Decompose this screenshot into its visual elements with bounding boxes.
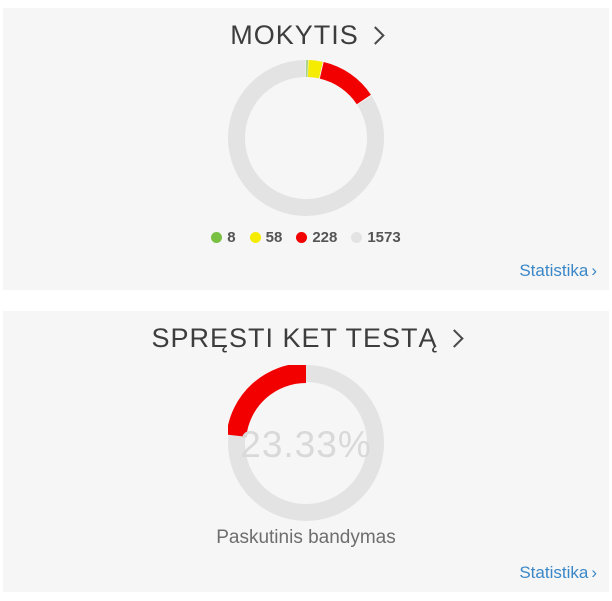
mokytis-title-link[interactable]: MOKYTIS: [3, 20, 609, 50]
legend-item: 58: [249, 229, 283, 246]
legend-value: 1573: [367, 229, 401, 246]
legend-dot-icon: [211, 232, 223, 243]
legend-item: 8: [211, 229, 236, 246]
legend-value: 58: [265, 229, 283, 246]
ket-caption: Paskutinis bandymas: [216, 527, 396, 548]
ket-statistika-link[interactable]: Statistika ›: [519, 563, 597, 583]
mokytis-title-label: MOKYTIS: [230, 20, 359, 50]
ket-percentage-value: 23.33%: [240, 424, 372, 465]
legend-value: 8: [227, 229, 236, 246]
legend-dot-icon: [351, 232, 363, 243]
statistika-label: Statistika: [519, 261, 589, 280]
legend: 8 58 228 1573: [3, 229, 609, 246]
legend-dot-icon: [249, 232, 261, 243]
card-mokytis: MOKYTIS 8 58 228 1573 Statistika ›: [3, 8, 609, 290]
mokytis-donut-chart: [228, 60, 384, 216]
ket-title-link[interactable]: SPRĘSTI KET TESTĄ: [3, 323, 609, 353]
arrow-right-icon: ›: [591, 261, 597, 280]
card-ket-testas: SPRĘSTI KET TESTĄ 23.33% Paskutinis band…: [3, 311, 609, 592]
chevron-right-icon: [366, 26, 385, 45]
ket-title-label: SPRĘSTI KET TESTĄ: [151, 323, 438, 353]
statistika-label: Statistika: [519, 563, 589, 582]
mokytis-statistika-link[interactable]: Statistika ›: [519, 261, 597, 281]
legend-value: 228: [312, 229, 338, 246]
ket-donut-chart: [228, 365, 384, 521]
legend-item: 1573: [351, 229, 401, 246]
chevron-right-icon: [444, 329, 464, 348]
legend-item: 228: [296, 229, 337, 246]
arrow-right-icon: ›: [591, 563, 597, 582]
legend-dot-icon: [296, 232, 308, 243]
